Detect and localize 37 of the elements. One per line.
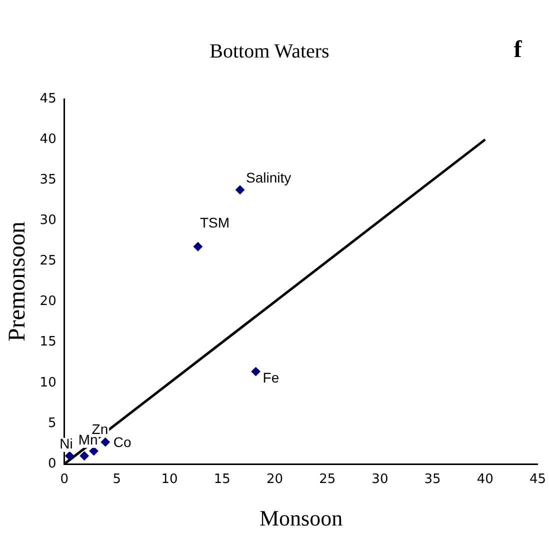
point: [236, 185, 245, 194]
annotation: Zn: [92, 420, 108, 437]
text: f: [514, 37, 523, 64]
y-tick-label: 20: [40, 294, 56, 310]
x-axis-title: Monsoon: [259, 506, 343, 531]
y-tick-label: 45: [40, 91, 56, 106]
annotation: Fe: [262, 369, 280, 386]
y-tick-label: 0: [48, 456, 56, 472]
y-tick-label: 30: [40, 213, 56, 228]
y-tick-label: 25: [40, 254, 56, 269]
point: [193, 242, 202, 252]
point: [80, 451, 89, 460]
point: [65, 451, 74, 460]
annotation: TSM: [200, 214, 230, 230]
x-tick-label: 35: [424, 472, 441, 488]
x-tick-label: 25: [319, 472, 336, 488]
y-tick-label: 5: [48, 416, 56, 431]
y-axis-title: Premonsoon: [4, 222, 31, 342]
x-tick-label: 45: [529, 472, 546, 488]
y-tick-label: 10: [40, 375, 56, 390]
y-tick-label: 15: [40, 334, 56, 350]
x-tick-label: 20: [266, 472, 284, 488]
x-tick-label: 30: [372, 472, 388, 488]
annotation: Ni: [60, 436, 73, 452]
point: [251, 367, 260, 376]
annotation: Salinity: [246, 170, 292, 186]
x-tick-label: 15: [214, 472, 230, 488]
y-tick-label: 40: [40, 132, 56, 147]
x-tick-label: 40: [476, 472, 494, 488]
point: [89, 446, 98, 456]
y-tick-label: 35: [40, 172, 56, 188]
chart-title: Bottom Waters: [210, 40, 330, 62]
x-tick-label: 5: [112, 472, 122, 488]
x-tick-label: 0: [60, 472, 68, 488]
x-tick-label: 10: [161, 472, 178, 488]
point: [100, 438, 110, 447]
annotation: Co: [113, 434, 132, 450]
